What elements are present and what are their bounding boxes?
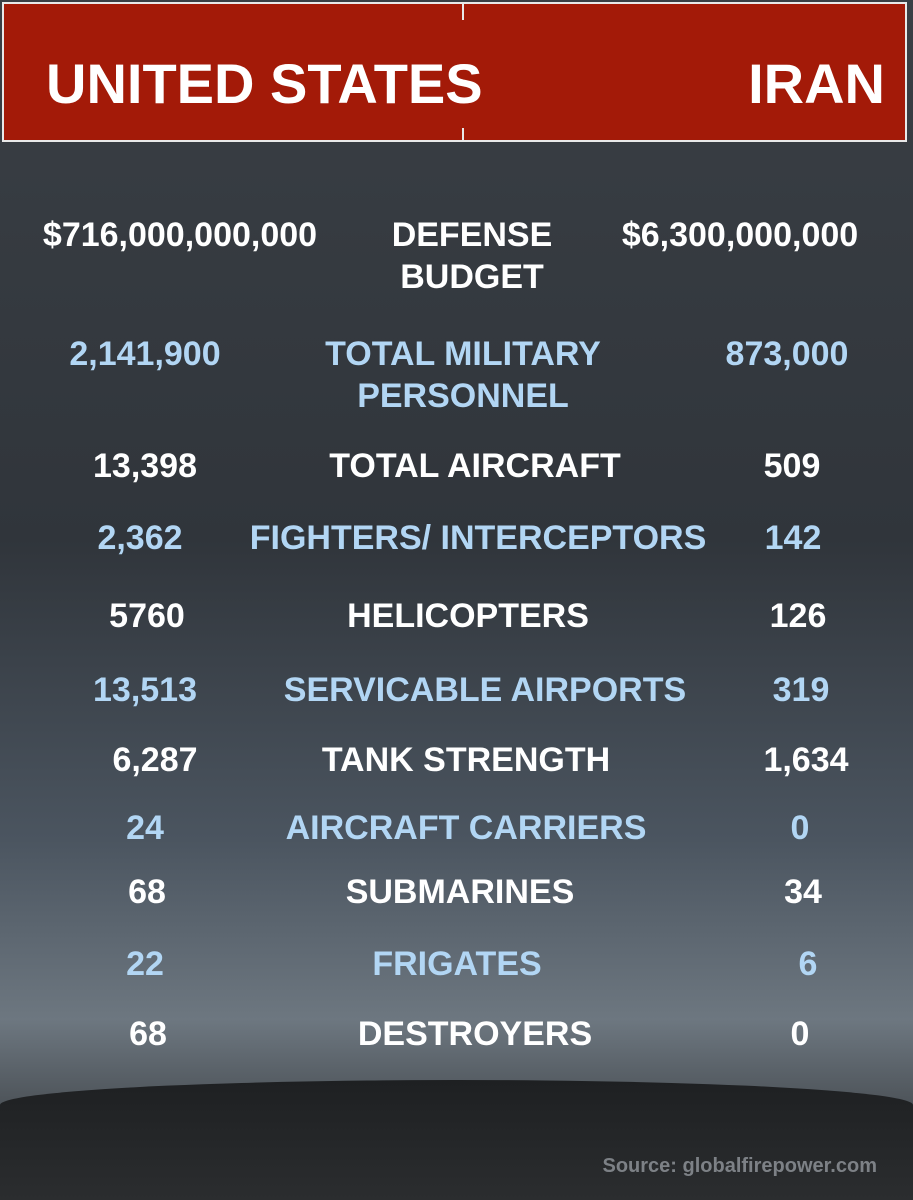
metric-label: AIRCRAFT CARRIERS xyxy=(285,809,647,847)
us-value: 68 xyxy=(129,1015,167,1053)
metric-label: DESTROYERS xyxy=(357,1015,593,1053)
us-value: 6,287 xyxy=(112,741,198,779)
us-value: 13,398 xyxy=(93,447,197,485)
iran-value: 873,000 xyxy=(725,335,849,373)
metric-label: FIGHTERS/ INTERCEPTORS xyxy=(249,519,707,557)
us-value: 22 xyxy=(126,945,164,983)
iran-value: 0 xyxy=(790,809,810,847)
metric-label: DEFENSE BUDGET xyxy=(391,216,553,296)
iran-value: 509 xyxy=(763,447,821,485)
us-value: 2,141,900 xyxy=(69,335,221,373)
us-value: 68 xyxy=(128,873,166,911)
us-value: $716,000,000,000 xyxy=(42,216,318,254)
us-value: 24 xyxy=(126,809,164,847)
iran-value: 126 xyxy=(769,597,827,635)
us-value: 2,362 xyxy=(97,519,183,557)
metric-label: FRIGATES xyxy=(372,945,542,983)
ground-silhouette xyxy=(0,1080,913,1200)
iran-value: 1,634 xyxy=(763,741,849,779)
iran-value: 0 xyxy=(790,1015,810,1053)
header-left: UNITED STATES xyxy=(46,52,483,115)
metric-label: SERVICABLE AIRPORTS xyxy=(283,671,687,709)
iran-value: 319 xyxy=(772,671,830,709)
source: Source: globalfirepower.com xyxy=(602,1155,877,1177)
header-right: IRAN xyxy=(748,52,885,115)
us-value: 13,513 xyxy=(93,671,197,709)
metric-label: TOTAL AIRCRAFT xyxy=(329,447,621,485)
iran-value: $6,300,000,000 xyxy=(621,216,859,254)
us-value: 5760 xyxy=(109,597,185,635)
metric-label: HELICOPTERS xyxy=(347,597,589,635)
iran-value: 34 xyxy=(784,873,822,911)
metric-label: TANK STRENGTH xyxy=(321,741,611,779)
metric-label: TOTAL MILITARY PERSONNEL xyxy=(325,335,601,415)
divider xyxy=(462,128,464,142)
divider xyxy=(462,4,464,20)
metric-label: SUBMARINES xyxy=(345,873,575,911)
iran-value: 142 xyxy=(764,519,822,557)
header-bar: UNITED STATES IRAN xyxy=(2,2,907,142)
iran-value: 6 xyxy=(798,945,818,983)
